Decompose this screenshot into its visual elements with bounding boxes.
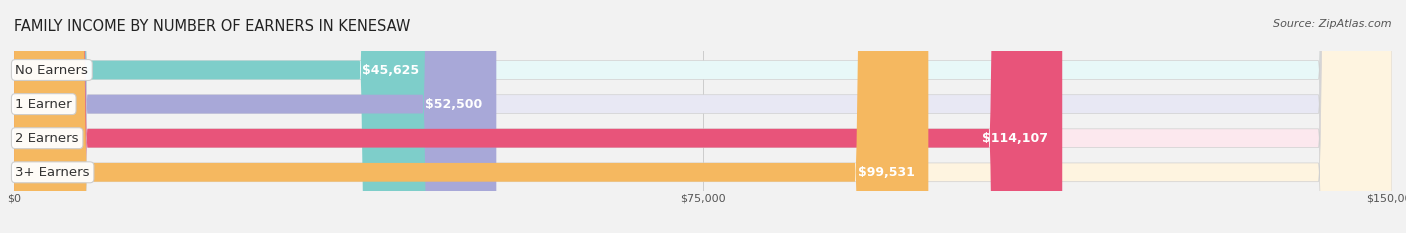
Text: 1 Earner: 1 Earner [15, 98, 72, 111]
Text: No Earners: No Earners [15, 64, 89, 76]
FancyBboxPatch shape [14, 0, 1392, 233]
FancyBboxPatch shape [14, 0, 928, 233]
Text: FAMILY INCOME BY NUMBER OF EARNERS IN KENESAW: FAMILY INCOME BY NUMBER OF EARNERS IN KE… [14, 19, 411, 34]
Text: $45,625: $45,625 [363, 64, 419, 76]
FancyBboxPatch shape [14, 0, 1392, 233]
Text: $114,107: $114,107 [983, 132, 1049, 145]
FancyBboxPatch shape [14, 0, 1062, 233]
Text: Source: ZipAtlas.com: Source: ZipAtlas.com [1274, 19, 1392, 29]
FancyBboxPatch shape [14, 0, 1392, 233]
Text: $52,500: $52,500 [425, 98, 482, 111]
FancyBboxPatch shape [14, 0, 1392, 233]
FancyBboxPatch shape [14, 0, 433, 233]
FancyBboxPatch shape [14, 0, 496, 233]
Text: $99,531: $99,531 [858, 166, 914, 179]
Text: 3+ Earners: 3+ Earners [15, 166, 90, 179]
Text: 2 Earners: 2 Earners [15, 132, 79, 145]
